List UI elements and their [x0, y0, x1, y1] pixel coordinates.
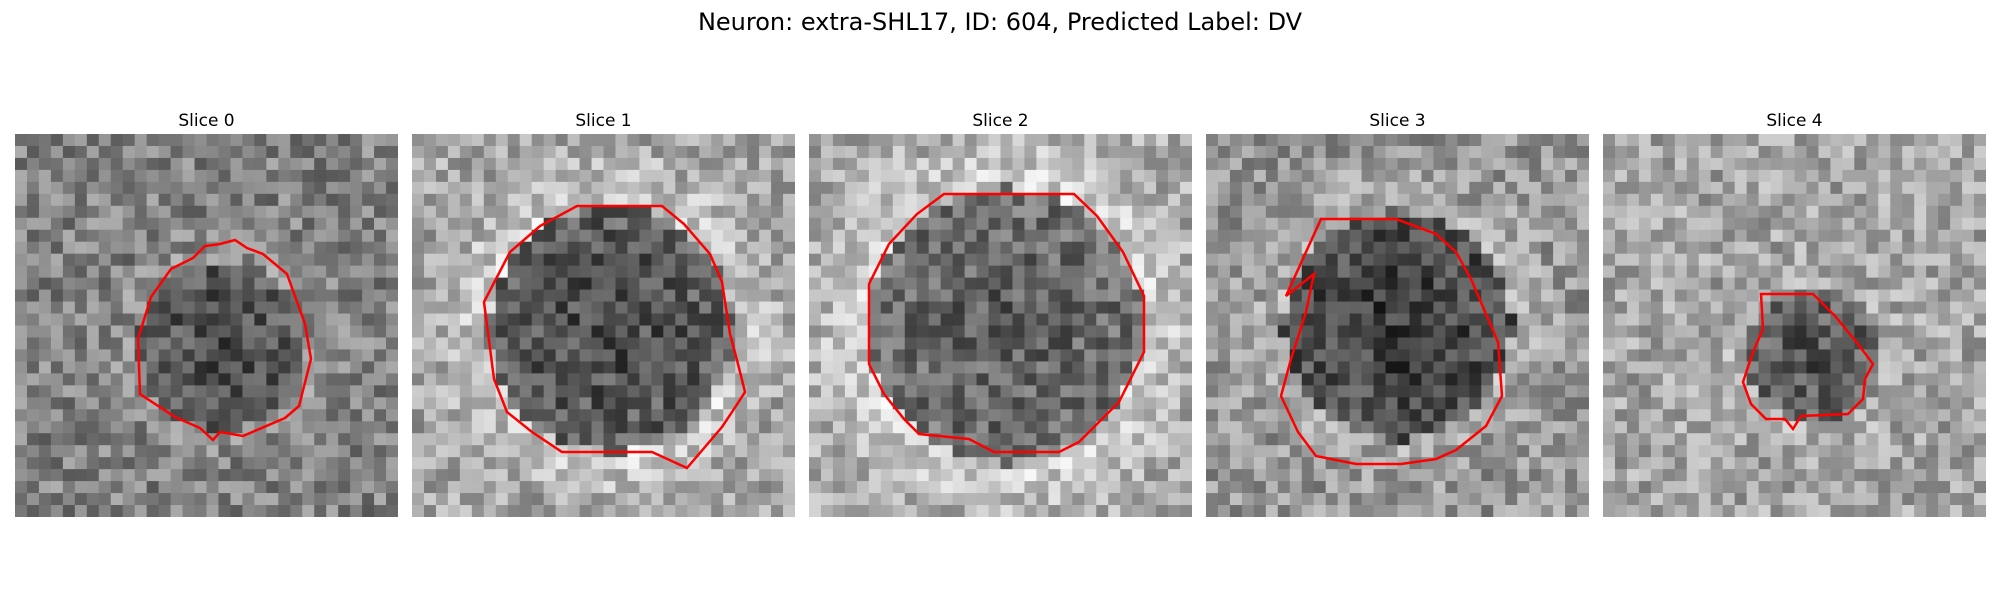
slice-title: Slice 2 [972, 111, 1029, 131]
roi-contour [867, 192, 1146, 454]
slice-image [1603, 134, 1986, 517]
slice-panel-3: Slice 3 [1206, 108, 1589, 517]
slice-image [809, 134, 1192, 517]
slice-image [1206, 134, 1589, 517]
slice-image [412, 134, 795, 517]
roi-contour [482, 204, 747, 470]
slice-image [15, 134, 398, 517]
slice-panel-2: Slice 2 [809, 108, 1192, 517]
slice-panel-4: Slice 4 [1603, 108, 1986, 517]
roi-contour [1279, 217, 1504, 466]
roi-contour [136, 238, 313, 442]
slice-panel-1: Slice 1 [412, 108, 795, 517]
slice-title: Slice 3 [1369, 111, 1426, 131]
slice-title: Slice 1 [575, 111, 632, 131]
slice-title: Slice 0 [178, 111, 235, 131]
slice-panel-0: Slice 0 [15, 108, 398, 517]
figure-title: Neuron: extra-SHL17, ID: 604, Predicted … [697, 8, 1303, 36]
slice-title: Slice 4 [1766, 111, 1823, 131]
roi-contour [1741, 292, 1875, 432]
